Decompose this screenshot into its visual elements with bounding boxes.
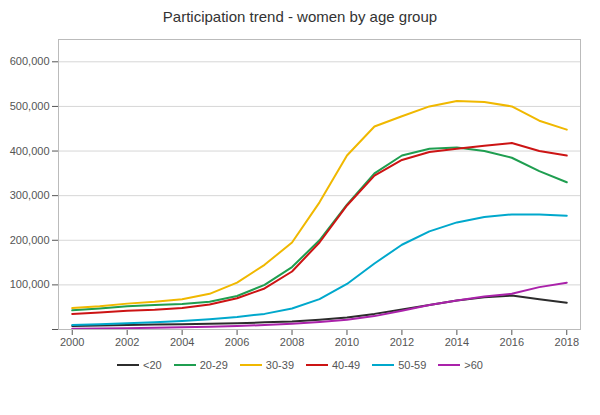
svg-text:2010: 2010 (335, 336, 359, 348)
svg-text:2008: 2008 (280, 336, 304, 348)
html-text:<20: <20 (143, 359, 162, 371)
svg-text:2006: 2006 (225, 336, 249, 348)
svg-text:2018: 2018 (555, 336, 579, 348)
html-text:20-29: 20-29 (199, 359, 228, 371)
svg-text:600,000: 600,000 (10, 55, 50, 67)
svg-text:400,000: 400,000 (10, 145, 50, 157)
html-text:>60: >60 (464, 359, 483, 371)
svg-text:2014: 2014 (445, 336, 469, 348)
html-text:40-49: 40-49 (332, 359, 361, 371)
svg-text:300,000: 300,000 (10, 189, 50, 201)
svg-text:200,000: 200,000 (10, 234, 50, 246)
html-text:50-59: 50-59 (398, 359, 427, 371)
svg-text:2004: 2004 (170, 336, 194, 348)
html-text:30-39: 30-39 (265, 359, 294, 371)
svg-text:100,000: 100,000 (10, 278, 50, 290)
svg-text:2016: 2016 (500, 336, 524, 348)
svg-text:2000: 2000 (60, 336, 84, 348)
svg-text:2012: 2012 (390, 336, 414, 348)
svg-text:500,000: 500,000 (10, 100, 50, 112)
html-text:Participation trend - women by: Participation trend - women by age group (162, 8, 438, 25)
svg-text:2002: 2002 (115, 336, 139, 348)
